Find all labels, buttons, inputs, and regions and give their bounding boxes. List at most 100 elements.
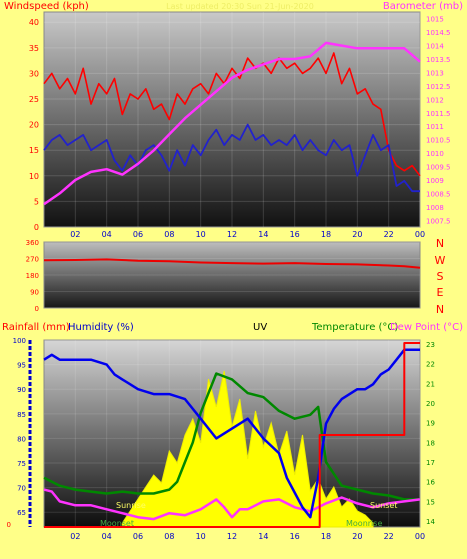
top-x-tick-label: 06 xyxy=(133,230,143,239)
temperature-tick-label: 15 xyxy=(426,498,435,506)
bottom-x-tick-label: 12 xyxy=(227,532,237,541)
top-x-tick-label: 08 xyxy=(164,230,174,239)
direction-tick-label: 180 xyxy=(26,272,39,280)
temperature-tick-label: 22 xyxy=(426,361,435,369)
rainfall-tick-label: 0 xyxy=(7,521,11,529)
barometer-tick-label: 1011.5 xyxy=(426,110,451,118)
temperature-tick-label: 21 xyxy=(426,380,435,388)
top-x-tick-label: 12 xyxy=(227,230,237,239)
humidity-tick-label: 70 xyxy=(17,485,26,493)
barometer-tick-label: 1012.5 xyxy=(426,83,451,91)
barometer-tick-label: 1008 xyxy=(426,204,444,212)
top-chart-title: Last updated 20:30 Sun 21-Jun-2020 xyxy=(166,2,314,11)
temperature-tick-label: 17 xyxy=(426,459,435,467)
temperature-tick-label: 18 xyxy=(426,439,435,447)
top-x-tick-label: 00 xyxy=(415,230,425,239)
barometer-tick-label: 1012 xyxy=(426,96,444,104)
compass-n-bottom: N xyxy=(436,303,444,316)
windspeed-average-line xyxy=(43,123,420,193)
uv-axis-label: UV xyxy=(253,322,267,333)
barometer-tick-label: 1009.5 xyxy=(426,164,451,172)
compass-w: W xyxy=(435,254,446,267)
temperature-tick-label: 20 xyxy=(426,400,435,408)
barometer-tick-label: 1014 xyxy=(426,43,444,51)
barometer-tick-label: 1014.5 xyxy=(426,29,451,37)
compass-s: S xyxy=(437,270,444,283)
humidity-tick-label: 75 xyxy=(17,460,26,468)
top-x-tick-label: 22 xyxy=(384,230,394,239)
dew-point-line xyxy=(43,488,421,521)
windspeed-axis-label: Windspeed (kph) xyxy=(4,1,89,12)
bottom-x-tick-label: 20 xyxy=(352,532,362,541)
windspeed-tick-label: 40 xyxy=(29,18,39,27)
temperature-tick-label: 16 xyxy=(426,479,435,487)
barometer-tick-label: 1010.5 xyxy=(426,137,451,145)
windspeed-gust-line xyxy=(43,52,421,177)
barometer-tick-label: 1009 xyxy=(426,177,444,185)
uv-area xyxy=(121,370,374,528)
windspeed-tick-label: 5 xyxy=(34,197,39,206)
barometer-tick-label: 1013 xyxy=(426,69,444,77)
temperature-tick-label: 14 xyxy=(426,518,435,526)
bottom-x-tick-label: 14 xyxy=(258,532,268,541)
direction-tick-label: 360 xyxy=(26,239,39,247)
humidity-axis-label: Humidity (%) xyxy=(68,322,134,333)
windspeed-tick-label: 25 xyxy=(29,95,39,104)
humidity-tick-label: 80 xyxy=(17,435,26,443)
top-x-tick-label: 20 xyxy=(352,230,362,239)
wind-direction-line xyxy=(43,258,421,269)
barometer-axis-label: Barometer (mb) xyxy=(383,1,463,12)
barometer-tick-label: 1010 xyxy=(426,150,444,158)
moonset-label: Moonset xyxy=(100,519,134,528)
moonrise-label: Moonrise xyxy=(346,519,382,528)
bottom-x-tick-label: 04 xyxy=(102,532,112,541)
temperature-line xyxy=(43,372,420,501)
windspeed-tick-label: 30 xyxy=(29,69,39,78)
bottom-x-tick-label: 18 xyxy=(321,532,331,541)
windspeed-tick-label: 15 xyxy=(29,146,39,155)
humidity-tick-label: 90 xyxy=(17,386,26,394)
top-x-tick-label: 02 xyxy=(70,230,80,239)
wind-direction-plot-area xyxy=(43,241,421,309)
temperature-axis-label: Temperature (°C) xyxy=(311,322,398,333)
bottom-x-tick-label: 06 xyxy=(133,532,143,541)
barometer-tick-label: 1011 xyxy=(426,123,444,131)
temperature-tick-label: 23 xyxy=(426,341,435,349)
barometer-tick-label: 1013.5 xyxy=(426,56,451,64)
compass-e: E xyxy=(437,286,444,299)
bottom-x-tick-label: 00 xyxy=(415,532,425,541)
top-x-tick-label: 04 xyxy=(102,230,112,239)
top-x-tick-label: 10 xyxy=(196,230,206,239)
barometer-line xyxy=(43,41,421,206)
series-lines xyxy=(43,41,421,528)
bottom-x-tick-label: 02 xyxy=(70,532,80,541)
sunrise-label: Sunrise xyxy=(116,501,146,510)
top-x-tick-label: 14 xyxy=(258,230,268,239)
temperature-tick-label: 19 xyxy=(426,420,435,428)
direction-tick-label: 90 xyxy=(30,289,39,297)
humidity-tick-label: 100 xyxy=(13,337,26,345)
compass-n-top: N xyxy=(436,237,444,250)
barometer-tick-label: 1008.5 xyxy=(426,190,451,198)
humidity-tick-label: 65 xyxy=(17,509,26,517)
windspeed-tick-label: 35 xyxy=(29,44,39,53)
direction-tick-label: 270 xyxy=(26,256,39,264)
top-x-tick-label: 18 xyxy=(321,230,331,239)
dew-point-axis-label: Dew Point (°C) xyxy=(390,322,463,333)
windspeed-tick-label: 0 xyxy=(34,223,39,232)
windspeed-tick-label: 10 xyxy=(29,172,39,181)
windspeed-tick-label: 20 xyxy=(29,121,39,130)
humidity-tick-label: 95 xyxy=(17,362,26,370)
humidity-tick-label: 85 xyxy=(17,411,26,419)
bottom-x-tick-label: 22 xyxy=(384,532,394,541)
axis-tick-labels: 02 04 06 08 10 12 14 16 18 20 22 000510152025303540… xyxy=(7,16,451,541)
direction-tick-label: 0 xyxy=(35,305,39,313)
sunset-label: Sunset xyxy=(370,501,397,510)
barometer-tick-label: 1007.5 xyxy=(426,217,451,225)
humidity-line xyxy=(43,348,420,519)
rainfall-axis-label: Rainfall (mm) xyxy=(2,322,70,333)
bottom-x-tick-label: 16 xyxy=(290,532,300,541)
barometer-tick-label: 1015 xyxy=(426,16,444,24)
